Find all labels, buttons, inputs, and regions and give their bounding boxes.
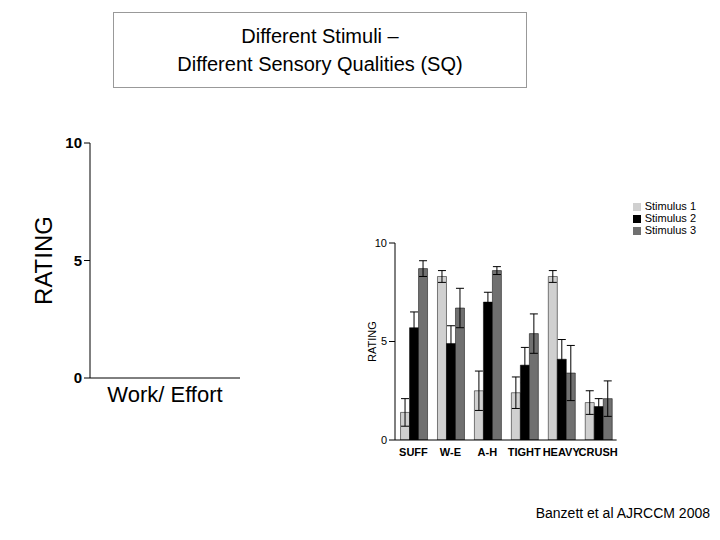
svg-text:10: 10 [65,134,82,151]
html-text:Stimulus 1: Stimulus 1 [644,200,696,212]
svg-text:W-E: W-E [440,446,461,458]
html-text:Stimulus 3: Stimulus 3 [644,224,696,236]
html-text:Stimulus 2: Stimulus 2 [644,212,696,224]
html-text:Different Stimuli –: Different Stimuli – [241,25,399,47]
svg-text:HEAVY: HEAVY [543,446,581,458]
html-text:Different Sensory Qualities (S: Different Sensory Qualities (SQ) [177,53,463,75]
svg-text:Work/ Effort: Work/ Effort [107,382,222,407]
svg-text:RATING: RATING [30,216,57,305]
svg-text:TIGHT: TIGHT [508,446,541,458]
svg-text:SUFF: SUFF [399,446,428,458]
svg-text:10: 10 [375,237,387,249]
html-text:Banzett et al AJRCCM 2008: Banzett et al AJRCCM 2008 [535,505,710,521]
svg-text:RATING: RATING [366,321,378,362]
svg-text:A-H: A-H [478,446,498,458]
svg-text:CRUSH: CRUSH [579,446,618,458]
svg-text:0: 0 [381,434,387,446]
svg-text:5: 5 [74,252,82,269]
svg-text:5: 5 [381,335,387,347]
svg-text:0: 0 [74,369,82,386]
